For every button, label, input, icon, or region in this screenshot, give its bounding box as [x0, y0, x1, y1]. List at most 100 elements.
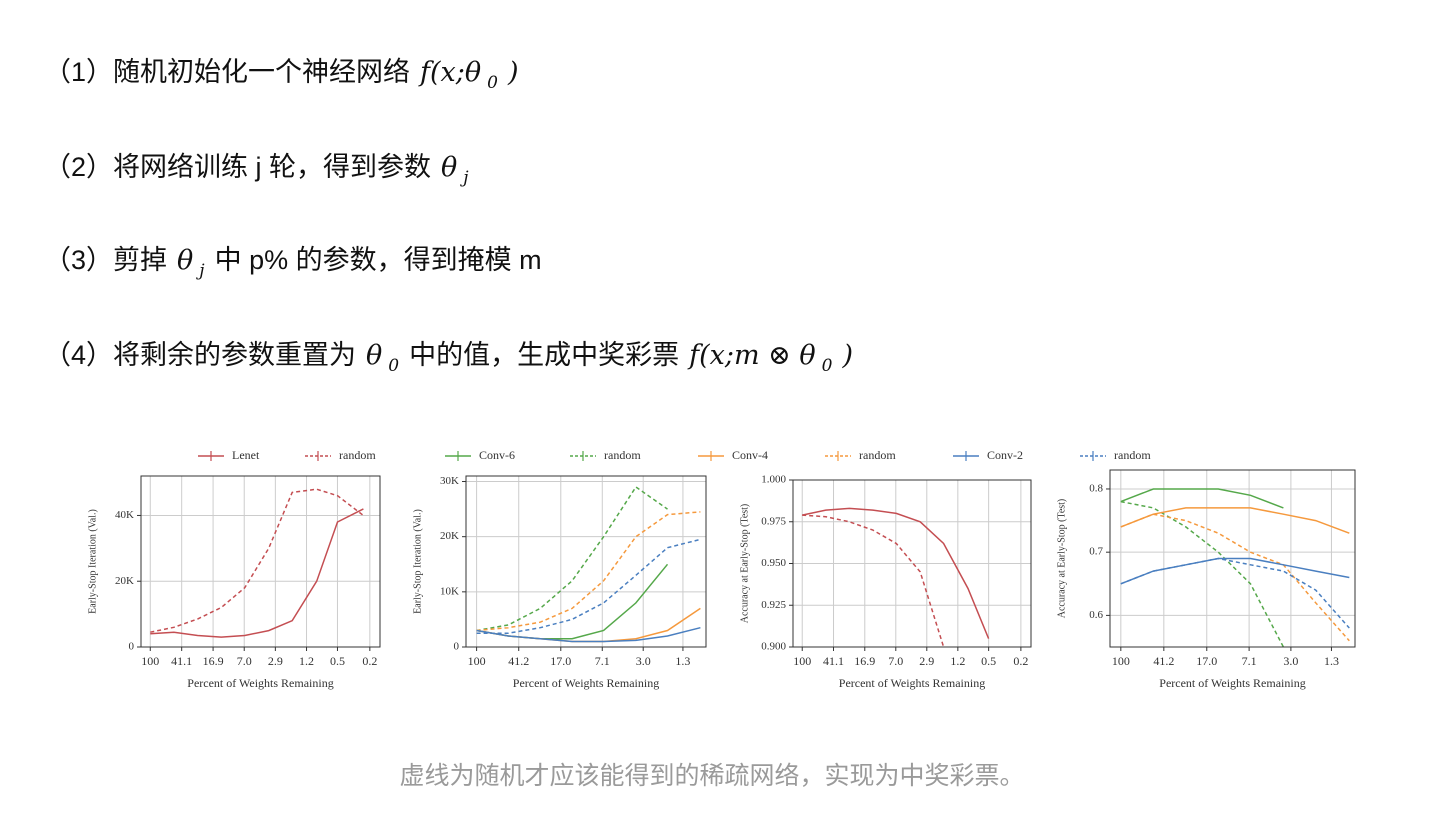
x-tick-label: 1.2 — [299, 654, 314, 668]
formula: 0 — [388, 356, 400, 376]
x-tick-label: 17.0 — [550, 654, 571, 668]
x-tick-label: 0.5 — [330, 654, 345, 668]
formula: ) — [842, 340, 853, 371]
x-tick-label: 1.3 — [675, 654, 690, 668]
y-tick-label: 0.975 — [761, 515, 786, 527]
figure: Lenet random Conv-6 random Conv-4 random Conv-… — [87, 448, 1356, 690]
legend-label: random — [1114, 448, 1151, 462]
step-text: （2）将网络训练 j 轮，得到参数 — [44, 152, 432, 182]
series-line — [476, 538, 701, 634]
x-tick-label: 16.9 — [854, 654, 875, 668]
step: （1）随机初始化一个神经网络 f(x;θ 0) — [44, 50, 525, 93]
legend-label: random — [859, 448, 896, 462]
x-tick-label: 7.1 — [1242, 654, 1257, 668]
x-tick-label: 17.0 — [1196, 654, 1217, 668]
y-tick-label: 0.950 — [761, 557, 786, 569]
x-tick-label: 3.0 — [636, 654, 651, 668]
step-text: （4）将剩余的参数重置为 — [44, 340, 357, 370]
y-axis-label: Accuracy at Early-Stop (Test) — [1056, 499, 1067, 619]
formula: 0 — [487, 73, 498, 93]
x-tick-label: 41.2 — [1153, 654, 1174, 668]
legend-label: Lenet — [232, 448, 260, 462]
x-axis-label: Percent of Weights Remaining — [1159, 676, 1305, 690]
x-tick-label: 100 — [793, 654, 811, 668]
x-axis-label: Percent of Weights Remaining — [187, 676, 333, 690]
series-line — [1120, 513, 1350, 642]
y-tick-label: 0.8 — [1089, 482, 1103, 494]
x-tick-label: 2.9 — [919, 654, 934, 668]
y-tick-label: 30K — [440, 475, 459, 487]
series-line — [476, 626, 701, 643]
series-line — [1120, 488, 1284, 509]
y-tick-label: 0.7 — [1089, 546, 1103, 558]
x-tick-label: 41.1 — [171, 654, 192, 668]
series-line — [150, 508, 364, 638]
formula: j — [199, 261, 205, 281]
chart: 100 41.1 16.9 7.0 2.9 1.2 0.5 0.2 0 20K 40K Percent… — [87, 475, 381, 690]
chart: 100 41.1 16.9 7.0 2.9 1.2 0.5 0.2 0.900 0.925 0.95… — [739, 474, 1032, 690]
series-line — [1120, 507, 1350, 534]
legend-label: Conv-2 — [987, 448, 1023, 462]
x-tick-label: 2.9 — [268, 654, 283, 668]
caption: 虚线为随机才应该能得到的稀疏网络，实现为中奖彩票。 — [399, 762, 1025, 790]
formula: 0 — [821, 356, 833, 376]
step: （2）将网络训练 j 轮，得到参数 θ j — [44, 145, 479, 188]
y-tick-label: 1.000 — [761, 474, 786, 486]
x-tick-label: 1.3 — [1324, 654, 1339, 668]
y-tick-label: 0 — [129, 641, 135, 653]
plot-frame — [1109, 469, 1356, 648]
y-tick-label: 20K — [440, 530, 459, 542]
series-line — [1120, 500, 1285, 647]
formula: j — [463, 168, 469, 188]
y-tick-label: 40K — [115, 509, 134, 521]
x-tick-label: 3.0 — [1283, 654, 1298, 668]
x-tick-label: 0.2 — [1013, 654, 1028, 668]
x-tick-label: 7.0 — [237, 654, 252, 668]
x-axis-label: Percent of Weights Remaining — [839, 676, 985, 690]
step-text: （3）剪掉 — [44, 245, 168, 275]
series-line — [150, 488, 364, 633]
formula: ) — [507, 57, 519, 88]
series-line — [476, 511, 701, 632]
series-line — [1120, 557, 1350, 629]
step-text: 中 p% 的参数，得到掩模 m — [214, 245, 542, 275]
y-tick-label: 0.6 — [1089, 609, 1103, 621]
step-text: （1）随机初始化一个神经网络 — [44, 57, 411, 87]
y-axis-label: Early-Stop Iteration (Val.) — [412, 509, 423, 614]
formula: f(x;θ — [420, 57, 482, 88]
step: （4）将剩余的参数重置为 θ 0 中的值，生成中奖彩票 f(x;m ⊗ θ 0) — [44, 333, 859, 376]
legend-label: random — [604, 448, 641, 462]
x-tick-label: 7.1 — [595, 654, 610, 668]
formula: θ — [441, 152, 458, 183]
chart: 100 41.2 17.0 7.1 3.0 1.3 0 10K 20K 30K Percent of… — [412, 475, 707, 690]
x-tick-label: 41.2 — [508, 654, 529, 668]
x-tick-label: 1.2 — [950, 654, 965, 668]
legend-label: Conv-4 — [732, 448, 768, 462]
y-axis-label: Early-Stop Iteration (Val.) — [87, 509, 98, 614]
series-line — [1120, 557, 1350, 585]
step: （3）剪掉 θ j 中 p% 的参数，得到掩模 m — [44, 238, 542, 281]
formula: θ — [366, 340, 383, 371]
x-axis-label: Percent of Weights Remaining — [513, 676, 659, 690]
formula: f(x;m ⊗ θ — [689, 340, 816, 371]
y-tick-label: 0 — [454, 641, 460, 653]
x-tick-label: 100 — [468, 654, 486, 668]
x-tick-label: 16.9 — [203, 654, 224, 668]
x-tick-label: 100 — [1112, 654, 1130, 668]
plot-frame — [792, 479, 1032, 648]
series-line — [802, 507, 990, 639]
y-tick-label: 20K — [115, 575, 134, 587]
x-tick-label: 41.1 — [823, 654, 844, 668]
y-tick-label: 0.900 — [761, 641, 786, 653]
plot-frame — [465, 475, 707, 648]
legend-label: random — [339, 448, 376, 462]
plot-frame — [140, 475, 381, 648]
formula: θ — [177, 245, 194, 276]
series-line — [802, 514, 945, 647]
y-tick-label: 10K — [440, 585, 459, 597]
x-tick-label: 7.0 — [888, 654, 903, 668]
y-axis-label: Accuracy at Early-Stop (Test) — [739, 504, 750, 624]
x-tick-label: 0.5 — [981, 654, 996, 668]
chart: 100 41.2 17.0 7.1 3.0 1.3 0.6 0.7 0.8 Percent of … — [1056, 469, 1356, 690]
